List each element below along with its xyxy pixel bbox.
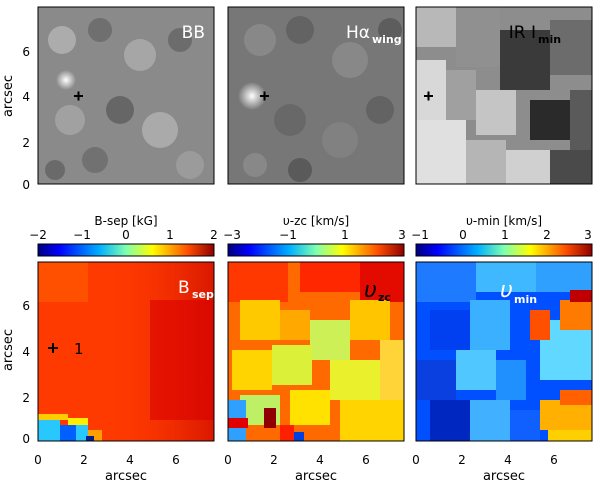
x-axis-label: arcsec: [105, 469, 147, 484]
colorbar-bsep: B-sep [kG] −2 −1 0 1 2: [29, 214, 218, 257]
panel-ir-sub: min: [538, 33, 561, 46]
colorbar-tick: 3: [398, 228, 406, 242]
colorbar-title: υ-zc [km/s]: [283, 214, 349, 228]
bottom-x-axis-2: 0 2 4 6 arcsec: [224, 453, 370, 484]
colorbar-tick: −2: [29, 228, 47, 242]
colorbar-tick: 0: [459, 228, 467, 242]
colorbar-tick: 2: [543, 228, 551, 242]
x-tick: 0: [34, 453, 42, 467]
x-tick: 0: [412, 453, 420, 467]
top-y-tick: 0: [22, 178, 30, 192]
colorbar-tick: 1: [341, 228, 349, 242]
bottom-y-tick: 0: [22, 432, 30, 446]
x-tick: 6: [550, 453, 558, 467]
panel-vzc: υ zc: [227, 261, 405, 442]
panel-bsep-label: B: [178, 278, 190, 298]
top-y-axis: arcsec 0 2 4 6: [1, 45, 30, 192]
panel-bb-label: BB: [182, 23, 205, 43]
colorbar-tick: −1: [279, 228, 297, 242]
x-tick: 4: [126, 453, 134, 467]
colorbar-tick: 3: [584, 228, 592, 242]
panel-vzc-label: υ: [364, 278, 377, 303]
colorbar-tick: −1: [411, 228, 429, 242]
colorbar-title: B-sep [kG]: [94, 214, 157, 228]
marker-cross: [424, 91, 433, 101]
panel-ir-imin: IR I min: [415, 6, 593, 185]
x-tick: 2: [270, 453, 278, 467]
bottom-y-axis: arcsec 0 2 4 6: [1, 299, 30, 446]
marker-label: 1: [74, 340, 84, 358]
x-tick: 6: [172, 453, 180, 467]
panel-ir-label: IR I: [509, 23, 536, 43]
colorbar-tick: −1: [73, 228, 91, 242]
top-y-tick: 2: [22, 136, 30, 150]
bottom-y-tick: 2: [22, 391, 30, 405]
panel-bsep-sub: sep: [192, 288, 214, 301]
panel-vmin-label: υ: [500, 278, 513, 303]
x-tick: 0: [224, 453, 232, 467]
panel-vmin-sub: min: [514, 293, 537, 306]
top-y-label: arcsec: [1, 75, 16, 117]
marker-cross: [48, 343, 58, 353]
top-y-tick: 4: [22, 90, 30, 104]
panel-halpha-wing: Hα wing: [227, 6, 405, 185]
panel-vzc-sub: zc: [378, 291, 391, 304]
x-tick: 2: [80, 453, 88, 467]
x-tick: 4: [504, 453, 512, 467]
colorbar-tick: 1: [166, 228, 174, 242]
bottom-y-tick: 6: [22, 299, 30, 313]
x-tick: 6: [362, 453, 370, 467]
bottom-y-tick: 4: [22, 345, 30, 359]
marker-cross: [260, 91, 269, 101]
x-axis-label: arcsec: [483, 469, 525, 484]
panel-halpha-sub: wing: [372, 33, 402, 46]
x-axis-label: arcsec: [295, 469, 337, 484]
panel-vmin: υ min: [415, 261, 593, 442]
colorbar-vmin: υ-min [km/s] −1 0 1 2 3: [411, 214, 593, 257]
marker-cross: [74, 91, 83, 101]
colorbar-tick: −3: [223, 228, 241, 242]
colorbar-tick: 2: [210, 228, 218, 242]
bottom-x-axis-1: 0 2 4 6 arcsec: [34, 453, 180, 484]
panel-bsep: B sep 1: [37, 261, 215, 442]
panel-halpha-label: Hα: [346, 23, 370, 43]
bottom-y-label: arcsec: [1, 329, 16, 371]
bottom-x-axis-3: 0 2 4 6 arcsec: [412, 453, 558, 484]
top-y-tick: 6: [22, 45, 30, 59]
colorbar-tick: 1: [501, 228, 509, 242]
colorbar-vzc: υ-zc [km/s] −3 −1 1 3: [223, 214, 406, 257]
colorbar-title: υ-min [km/s]: [466, 214, 542, 228]
colorbar-tick: 0: [122, 228, 130, 242]
panel-bb: BB: [37, 6, 215, 185]
x-tick: 2: [458, 453, 466, 467]
x-tick: 4: [316, 453, 324, 467]
